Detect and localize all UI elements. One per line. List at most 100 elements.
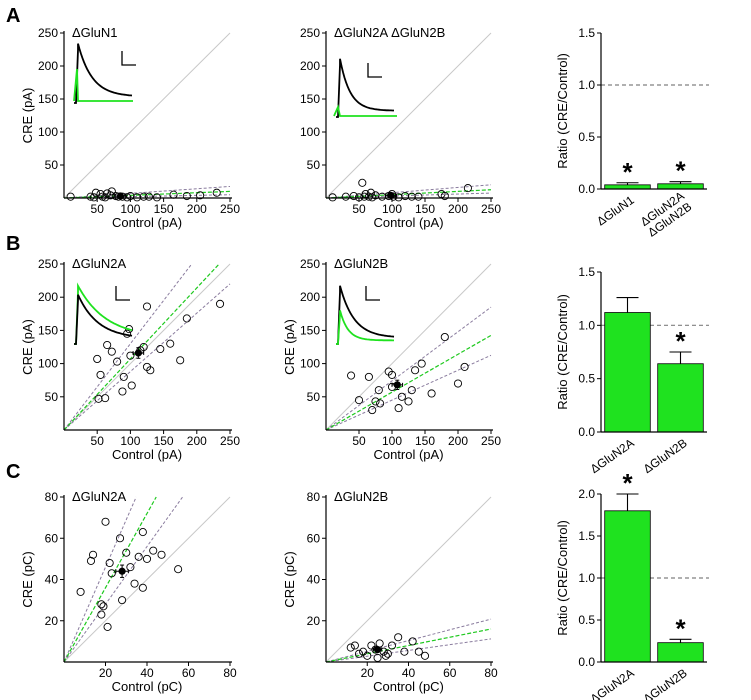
- data-point: [132, 193, 142, 202]
- data-point: [119, 372, 128, 381]
- y-tick-label: 200: [38, 59, 58, 73]
- data-point: [142, 554, 152, 563]
- data-point: [463, 184, 472, 193]
- ci-line-1: [325, 354, 492, 431]
- x-tick-label: 250: [481, 434, 501, 448]
- x-tick-label: 60: [182, 666, 196, 680]
- data-point: [420, 651, 430, 660]
- x-tick-label: 250: [481, 202, 501, 216]
- data-point: [407, 386, 416, 395]
- y-tick-label: 0.0: [578, 182, 595, 196]
- data-point: [427, 389, 436, 398]
- y-tick-label: 250: [38, 26, 58, 40]
- data-point: [347, 371, 356, 380]
- y-tick-label: 60: [307, 531, 321, 545]
- data-point: [414, 192, 423, 201]
- data-point: [176, 356, 185, 365]
- mean-point: [393, 381, 401, 389]
- ci-line-2: [325, 306, 492, 431]
- data-point: [149, 546, 158, 555]
- data-point: [118, 596, 127, 605]
- data-point: [350, 641, 359, 650]
- y-tick-label: 40: [307, 573, 321, 587]
- y-tick-label: 250: [38, 257, 58, 271]
- data-point: [367, 641, 376, 650]
- identity-line: [325, 263, 492, 431]
- x-tick-label: 200: [187, 434, 207, 448]
- data-point: [387, 641, 397, 650]
- scatter-panel-b1: 50 100 150 200 250 50 100 150 200 250 Control (pA)…: [20, 256, 240, 462]
- data-point: [126, 563, 135, 572]
- identity-line: [325, 496, 492, 663]
- data-point: [166, 339, 175, 348]
- y-tick-label: 0.5: [578, 372, 595, 386]
- control-trace: [336, 58, 394, 118]
- x-tick-label: 150: [154, 434, 174, 448]
- y-tick-label: 100: [300, 125, 320, 139]
- data-point: [103, 340, 112, 350]
- y-tick-label: 20: [45, 614, 59, 628]
- data-point: [103, 622, 112, 631]
- data-point: [196, 191, 205, 200]
- data-point: [134, 552, 143, 561]
- charts-layer: 50 100 150 200 250 50 100 150 200 250 Control (pA)…: [20, 25, 709, 700]
- panel-title: ΔGluN2A: [72, 256, 127, 271]
- y-axis-label: CRE (pA): [282, 319, 297, 375]
- scale-bar: [115, 286, 130, 301]
- data-point: [139, 192, 148, 201]
- cre-trace: [336, 310, 394, 345]
- x-axis-label: Control (pA): [373, 447, 443, 462]
- x-tick-label: 80: [223, 666, 237, 680]
- data-point: [364, 372, 373, 381]
- y-tick-label: 50: [45, 390, 59, 404]
- data-point: [359, 647, 368, 656]
- significance-star: *: [675, 613, 686, 643]
- data-point: [182, 191, 191, 201]
- y-axis-label: CRE (pA): [20, 88, 35, 144]
- data-point: [113, 357, 122, 366]
- x-axis-label: Control (pA): [373, 215, 443, 230]
- y-tick-label: 250: [300, 257, 320, 271]
- data-point: [101, 517, 110, 526]
- control-trace: [74, 294, 133, 345]
- y-tick-label: 80: [45, 490, 59, 504]
- scatter-panel-c2: 20 40 60 80 20 40 60 80 Control (pC) CRE (pC) ΔGlu…: [282, 489, 498, 694]
- data-point: [400, 647, 409, 656]
- mean-point: [387, 191, 395, 199]
- x-tick-label: 250: [220, 202, 240, 216]
- trace-inset: [73, 43, 136, 104]
- category-label: ΔGluN2B: [641, 436, 690, 476]
- data-point: [215, 299, 225, 308]
- x-tick-label: 100: [120, 202, 140, 216]
- x-tick-label: 100: [382, 202, 402, 216]
- x-tick-label: 20: [361, 666, 375, 680]
- y-tick-label: 50: [307, 158, 321, 172]
- y-axis-label: Ratio (CRE/Control): [555, 53, 570, 169]
- cre-trace: [74, 282, 133, 345]
- scatter-panel-a2: 50 100 150 200 250 50 100 150 200 250 Control (pA)…: [300, 25, 501, 230]
- data-point: [374, 386, 383, 395]
- data-point: [89, 550, 98, 559]
- data-point: [115, 534, 125, 543]
- ci-line-1: [63, 496, 183, 663]
- data-point: [460, 362, 469, 371]
- data-point: [101, 394, 110, 403]
- scatter-panel-a1: 50 100 150 200 250 50 100 150 200 250 Control (pA)…: [20, 25, 240, 230]
- data-point: [144, 192, 154, 201]
- x-axis-label: Control (pA): [112, 447, 182, 462]
- y-tick-label: 0.5: [578, 130, 595, 144]
- data-point: [440, 332, 449, 342]
- y-tick-label: 60: [45, 531, 59, 545]
- control-trace: [74, 43, 133, 104]
- data-point: [408, 637, 417, 646]
- ci-line-2: [63, 496, 137, 663]
- data-point: [366, 188, 375, 197]
- data-point: [373, 653, 382, 662]
- category-label: ΔGluN2B: [641, 666, 690, 700]
- data-point: [174, 565, 183, 574]
- data-point: [138, 583, 147, 592]
- trace-inset: [74, 282, 133, 345]
- identity-line: [63, 32, 231, 199]
- data-point: [363, 651, 372, 660]
- x-tick-label: 200: [187, 202, 207, 216]
